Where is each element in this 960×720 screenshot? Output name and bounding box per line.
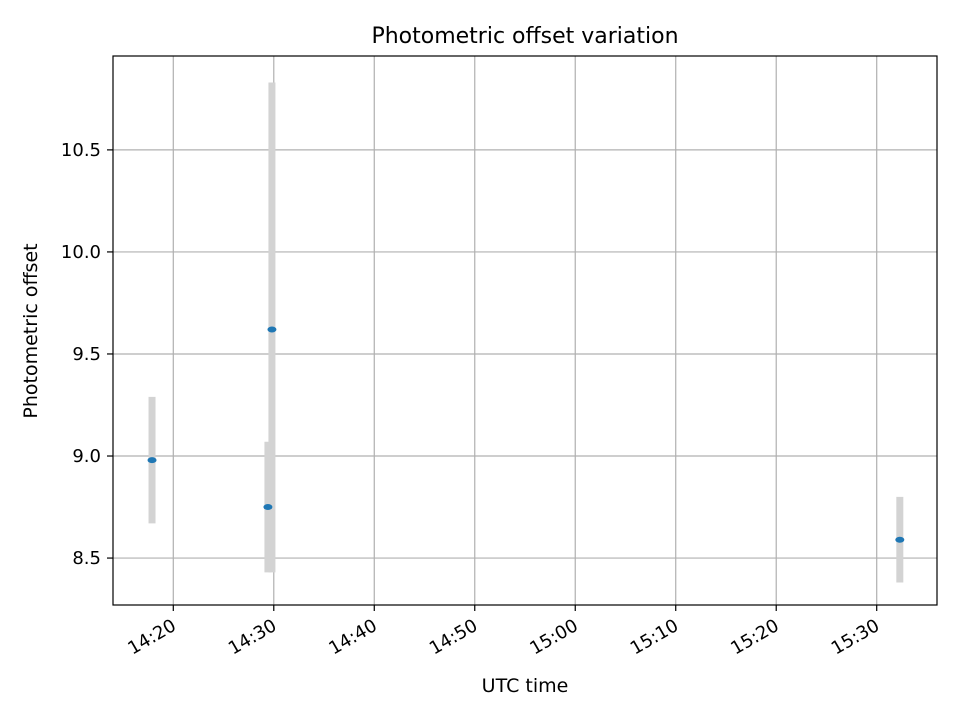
y-tick-label: 9.0 (72, 446, 101, 467)
data-point (267, 326, 277, 333)
plot-frame (112, 55, 938, 606)
y-tick-label: 10.0 (61, 242, 101, 263)
data-point (263, 504, 273, 511)
y-axis: 8.5 9.0 9.5 10.0 10.5 (61, 140, 113, 569)
y-tick-label: 10.5 (61, 140, 101, 161)
x-axis-label: UTC time (482, 675, 569, 697)
markers (147, 326, 905, 543)
data-point (895, 536, 905, 543)
y-tick-label: 8.5 (72, 548, 101, 569)
y-axis-label: Photometric offset (20, 243, 42, 418)
y-tick-label: 9.5 (72, 344, 101, 365)
data-point (147, 457, 157, 464)
grid (113, 56, 937, 605)
chart-title: Photometric offset variation (371, 24, 678, 49)
